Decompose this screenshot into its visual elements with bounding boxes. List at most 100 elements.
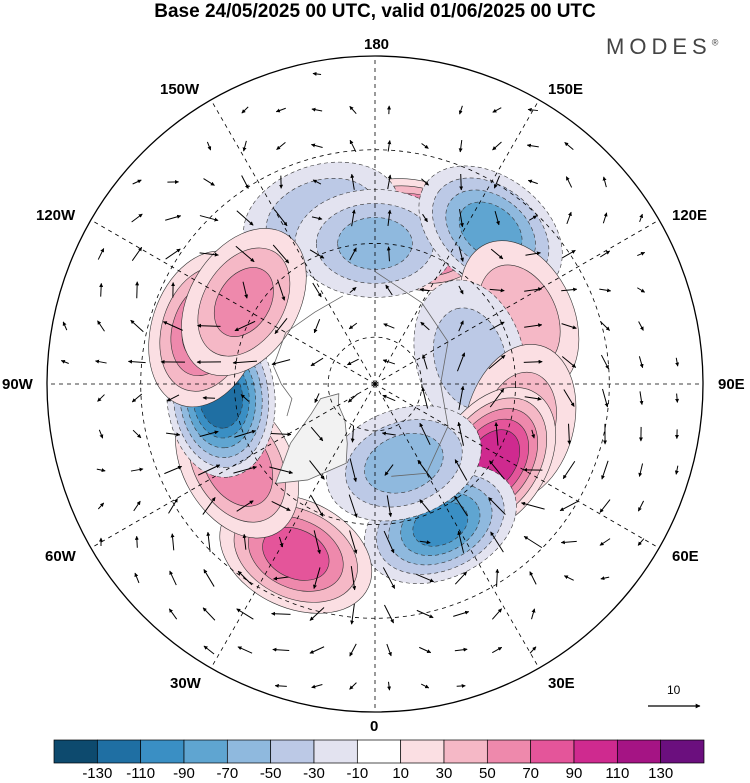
wind-arrow: [310, 426, 324, 442]
colorbar-swatch: [573, 739, 618, 764]
meridian-line: [374, 99, 540, 385]
wind-arrow: [454, 495, 468, 517]
wind-arrow: [131, 247, 143, 261]
anomaly-center: [181, 228, 307, 376]
wind-arrow: [241, 106, 249, 114]
colorbar-swatch: [443, 739, 488, 764]
wind-arrow: [638, 321, 644, 331]
wind-arrow: [271, 432, 292, 437]
wind-arrow: [242, 281, 249, 299]
wind-arrow: [165, 214, 182, 221]
wind-arrow: [232, 360, 258, 365]
wind-arrow: [310, 357, 324, 367]
wind-arrow: [637, 287, 646, 293]
greenland-outline: [275, 393, 348, 484]
wind-arrow: [562, 460, 576, 480]
wind-arrow: [639, 391, 644, 406]
wind-arrow: [206, 141, 212, 151]
latitude-circle: [327, 336, 423, 432]
wind-arrow: [419, 499, 431, 513]
wind-arrow: [529, 646, 537, 654]
colorbar-swatch: [530, 739, 575, 764]
graticule: [47, 56, 703, 712]
colorbar-swatch: [486, 739, 532, 764]
colorbar-tick-labels: -130 -110 -90 -70 -50 -30 -10 10 30 50 70 90 110 130: [54, 765, 704, 783]
wind-arrow: [309, 460, 325, 480]
wind-arrow: [206, 531, 211, 552]
wind-arrow: [236, 500, 254, 512]
wind-arrow: [599, 250, 611, 258]
wind-arrow: [130, 319, 144, 333]
colorbar-tick: 130: [648, 765, 674, 782]
wind-arrow: [313, 567, 321, 589]
wind-arrow: [421, 354, 428, 370]
wind-arrow: [457, 530, 465, 553]
wind-arrow: [271, 359, 291, 366]
wind-arrow: [492, 646, 503, 654]
colorbar-tick: -90: [173, 765, 195, 782]
wind-arrow: [349, 139, 357, 153]
wind-arrow: [382, 394, 396, 402]
wind-arrow: [637, 251, 646, 257]
wind-arrow: [562, 249, 576, 259]
colorbar-tick: 10: [392, 765, 409, 782]
brand-name: MODES: [606, 34, 712, 59]
colorbar-tick: -130: [82, 765, 113, 782]
wind-arrow: [567, 423, 572, 445]
contour-band: [213, 267, 274, 337]
wind-arrow: [637, 538, 645, 546]
label-180: 180: [364, 36, 390, 53]
wind-arrow: [563, 575, 574, 581]
wind-arrow: [62, 321, 68, 331]
wind-arrow: [349, 530, 358, 554]
wind-arrow: [99, 282, 104, 297]
wind-arrow: [489, 321, 505, 331]
wind-arrow: [386, 495, 393, 518]
wind-arrow: [97, 502, 105, 510]
wind-arrow: [311, 143, 323, 149]
wind-arrow: [494, 210, 500, 226]
wind-arrow: [420, 321, 430, 331]
anomaly-center: [219, 494, 373, 614]
wind-arrow: [602, 388, 609, 408]
wind-arrow: [162, 321, 183, 331]
colorbar-swatch: [270, 739, 315, 764]
wind-arrow: [349, 105, 357, 115]
wind-arrow: [309, 249, 325, 259]
wind-arrow: [166, 394, 180, 402]
wind-arrow: [675, 357, 680, 367]
wind-arrow: [489, 288, 505, 293]
wind-arrow: [600, 354, 610, 370]
colorbar-swatch: [356, 739, 402, 764]
wind-arrow: [458, 285, 464, 295]
colorbar-tick: -30: [303, 765, 325, 782]
wind-arrow: [531, 429, 536, 439]
wind-arrow: [199, 215, 219, 222]
wind-arrow: [387, 140, 392, 152]
wind-arrow: [349, 286, 357, 294]
wind-arrow: [350, 425, 355, 443]
wind-arrow: [132, 179, 142, 185]
colorbar-swatch: [183, 739, 228, 764]
wind-arrow: [382, 359, 396, 365]
colorbar-tick: -110: [126, 765, 156, 782]
colorbar-tick: -70: [216, 765, 239, 782]
wind-arrow: [491, 608, 503, 620]
wind-arrow: [526, 143, 539, 148]
meridian-line: [374, 219, 660, 385]
wind-arrow: [523, 359, 543, 364]
wind-arrow: [237, 646, 253, 654]
wind-arrow: [387, 209, 392, 226]
wind-arrow: [495, 568, 500, 587]
wind-arrow: [454, 459, 468, 481]
wind-arrow: [454, 571, 468, 585]
wind-arrow: [97, 248, 105, 260]
wind-arrow: [421, 387, 429, 409]
wind-arrow: [490, 248, 504, 260]
wind-arrow: [242, 533, 247, 550]
wind-arrow: [132, 429, 142, 439]
wind-arrow: [381, 431, 396, 436]
wind-arrow: [561, 323, 577, 330]
wind-arrow: [419, 540, 431, 545]
wind-arrow: [310, 495, 324, 517]
